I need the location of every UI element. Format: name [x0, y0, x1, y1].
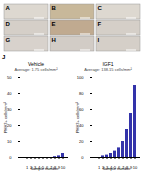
svg-text:Sample number: Sample number — [102, 166, 131, 171]
svg-text:C: C — [98, 5, 103, 11]
svg-text:40: 40 — [7, 91, 12, 96]
svg-text:G: G — [6, 37, 11, 43]
svg-text:F: F — [98, 21, 102, 27]
svg-text:10: 10 — [61, 165, 66, 170]
svg-text:20: 20 — [79, 139, 84, 144]
svg-text:PHH3+ cells/mm²: PHH3+ cells/mm² — [3, 101, 8, 133]
svg-text:10: 10 — [133, 165, 138, 170]
svg-text:100: 100 — [77, 75, 84, 80]
svg-text:A: A — [6, 5, 11, 11]
svg-text:Sample number: Sample number — [30, 166, 59, 171]
svg-text:D: D — [6, 21, 11, 27]
svg-text:B: B — [52, 5, 57, 11]
svg-text:E: E — [52, 21, 56, 27]
svg-text:10: 10 — [7, 139, 12, 144]
svg-text:1: 1 — [26, 165, 29, 170]
svg-text:PHH3+ cells/mm²: PHH3+ cells/mm² — [75, 101, 80, 133]
svg-text:I: I — [98, 37, 100, 43]
svg-text:H: H — [52, 37, 56, 43]
svg-text:50: 50 — [7, 75, 12, 80]
svg-text:1: 1 — [98, 165, 101, 170]
svg-text:0: 0 — [81, 155, 84, 160]
svg-text:0: 0 — [9, 155, 12, 160]
svg-text:80: 80 — [79, 91, 84, 96]
